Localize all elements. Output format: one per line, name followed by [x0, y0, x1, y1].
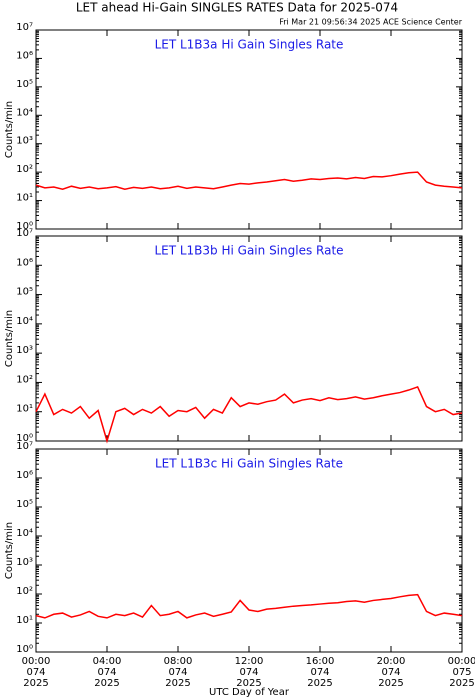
plot-frame	[35, 448, 463, 653]
page-title: LET ahead Hi-Gain SINGLES RATES Data for…	[76, 1, 398, 15]
x-tick-day: 074	[168, 667, 187, 678]
y-tick-label: 10³	[16, 557, 33, 568]
y-tick-label: 10¹	[16, 615, 33, 626]
y-tick-label: 10⁰	[16, 433, 33, 444]
y-tick-label: 10²	[16, 164, 33, 175]
x-tick-label: 20:00	[377, 656, 406, 667]
y-axis-label: Counts/min	[4, 101, 15, 158]
y-tick-label: 10⁰	[16, 221, 33, 232]
data-line	[35, 593, 463, 619]
x-tick-year: 2025	[378, 678, 403, 689]
panel-title: LET L1B3b Hi Gain Singles Rate	[154, 244, 343, 258]
x-tick-day: 074	[239, 667, 258, 678]
y-tick-label: 10⁵	[16, 287, 33, 298]
x-tick-label: 00:00	[22, 656, 51, 667]
x-tick-year: 2025	[165, 678, 190, 689]
x-tick-year: 2025	[449, 678, 474, 689]
x-tick-day: 075	[452, 667, 471, 678]
y-tick-label: 10³	[16, 136, 33, 147]
panel-title: LET L1B3c Hi Gain Singles Rate	[155, 457, 343, 471]
page-subtitle: Fri Mar 21 09:56:34 2025 ACE Science Cen…	[279, 18, 463, 27]
y-tick-label: 10⁷	[16, 22, 33, 33]
y-tick-label: 10⁴	[16, 107, 33, 118]
y-tick-label: 10¹	[16, 404, 33, 415]
y-tick-label: 10⁰	[16, 644, 33, 655]
y-tick-label: 10⁷	[16, 228, 33, 239]
y-axis-label: Counts/min	[4, 310, 15, 367]
y-tick-label: 10⁶	[16, 50, 33, 61]
y-tick-label: 10⁴	[16, 528, 33, 539]
y-axis-label: Counts/min	[4, 522, 15, 579]
x-tick-label: 08:00	[164, 656, 193, 667]
y-tick-label: 10¹	[16, 193, 33, 204]
plot-frame	[35, 29, 463, 230]
x-tick-year: 2025	[23, 678, 48, 689]
x-tick-year: 2025	[307, 678, 332, 689]
x-tick-year: 2025	[94, 678, 119, 689]
y-tick-label: 10⁷	[16, 441, 33, 452]
x-tick-label: 00:00	[448, 656, 475, 667]
panel-title: LET L1B3a Hi Gain Singles Rate	[155, 38, 344, 52]
y-tick-label: 10⁶	[16, 257, 33, 268]
x-tick-day: 074	[310, 667, 329, 678]
x-tick-day: 074	[26, 667, 45, 678]
y-tick-label: 10⁵	[16, 499, 33, 510]
x-tick-label: 12:00	[235, 656, 264, 667]
plot-frame	[35, 235, 463, 442]
y-tick-label: 10²	[16, 374, 33, 385]
x-tick-day: 074	[97, 667, 116, 678]
data-line	[35, 171, 463, 191]
y-tick-label: 10⁴	[16, 316, 33, 327]
x-axis-label: UTC Day of Year	[209, 687, 290, 698]
y-tick-label: 10³	[16, 345, 33, 356]
x-tick-label: 16:00	[306, 656, 335, 667]
y-tick-label: 10⁶	[16, 470, 33, 481]
x-tick-day: 074	[381, 667, 400, 678]
x-tick-year: 2025	[236, 678, 261, 689]
x-tick-label: 04:00	[93, 656, 122, 667]
data-line	[35, 386, 463, 444]
y-tick-label: 10⁵	[16, 79, 33, 90]
y-tick-label: 10²	[16, 586, 33, 597]
